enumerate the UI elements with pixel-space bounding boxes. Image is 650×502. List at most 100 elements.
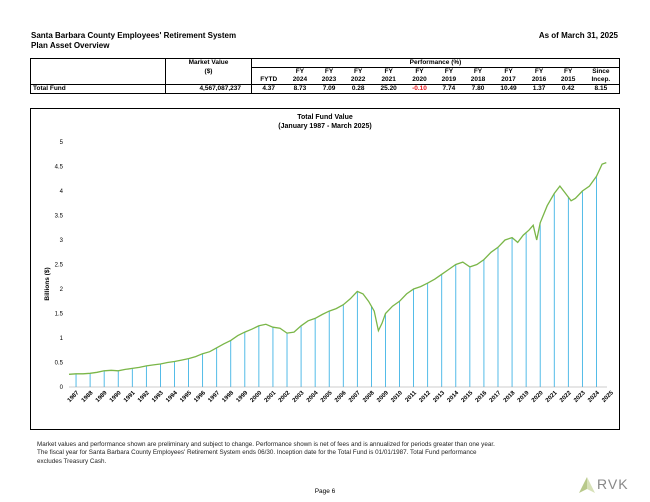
- col-top-1: FY: [295, 68, 305, 75]
- mv-header-top: Market Value: [164, 58, 252, 68]
- x-tick-label: 2023: [573, 390, 587, 404]
- y-axis-label: Billions ($): [44, 267, 51, 300]
- col-top-2: FY: [324, 68, 334, 75]
- x-tick-label: 2004: [306, 390, 320, 404]
- col-top-7: FY: [473, 68, 483, 75]
- x-tick-label: 2011: [405, 390, 419, 404]
- perf-header: Performance (%): [251, 58, 620, 68]
- col-top-5: FY: [415, 68, 424, 75]
- total-fund-value-chart: Total Fund Value (January 1987 - March 2…: [44, 114, 616, 404]
- x-tick-label: 2022: [559, 390, 573, 404]
- x-tick-label: 1997: [207, 390, 221, 404]
- x-tick-label: 2012: [418, 390, 432, 404]
- table-corner: [31, 59, 166, 68]
- x-tick-label: 2008: [362, 390, 376, 404]
- x-tick-label: 2005: [320, 390, 334, 404]
- x-tick-label: 1994: [165, 390, 179, 404]
- x-tick-label: 2017: [489, 390, 503, 404]
- x-tick-label: 1990: [109, 390, 123, 404]
- col-bottom-5: 2020: [412, 76, 427, 83]
- chart-title: Total Fund Value: [297, 114, 353, 121]
- col-bottom-3: 2022: [350, 76, 366, 83]
- y-tick-label: 5: [60, 140, 64, 146]
- x-tick-label: 2016: [475, 390, 489, 404]
- logo-text: RVK: [597, 476, 629, 492]
- x-tick-label: 2001: [264, 390, 278, 404]
- col-bottom-11: Incep.: [591, 76, 611, 83]
- col-bottom-9: 2016: [531, 76, 547, 83]
- x-tick-label: 2020: [531, 390, 545, 404]
- series-line: [68, 161, 607, 375]
- x-tick-label: 2019: [517, 390, 531, 404]
- row-value: 7.09: [314, 84, 344, 94]
- row-value: 25.20: [372, 84, 405, 94]
- x-tick-label: 1992: [137, 390, 151, 404]
- row-value: 7.80: [463, 84, 493, 94]
- row-value: 1.37: [524, 84, 554, 94]
- x-ticks: 1987 1988 1989 1990 1991 1992 1993 1994 1995 1996…: [67, 390, 616, 404]
- col-bottom-4: 2021: [381, 76, 396, 83]
- perf-header-row-2: ($) FY FY FY FY FY FY FY FY FY FY Since: [31, 67, 620, 77]
- x-tick-label: 1995: [179, 390, 193, 404]
- col-bottom-6: 2019: [441, 76, 457, 83]
- chart-panel: Total Fund Value (January 1987 - March 2…: [30, 108, 620, 430]
- x-tick-label: 2009: [376, 390, 390, 404]
- row-value: 8.15: [582, 84, 620, 94]
- x-tick-label: 2021: [545, 390, 559, 404]
- table-row: Total Fund 4,567,087,237 4.37 8.73 7.09 …: [30, 84, 620, 94]
- x-tick-label: 2014: [447, 390, 461, 404]
- x-tick-label: 2006: [334, 390, 348, 404]
- y-tick-label: 1: [60, 336, 64, 342]
- row-market-value: 4,567,087,237: [164, 84, 252, 94]
- row-value: 4.37: [251, 84, 286, 94]
- row-value-negative: -0.10: [404, 84, 435, 94]
- col-bottom-7: 2018: [470, 76, 486, 83]
- x-tick-label: 1989: [95, 390, 109, 404]
- col-bottom-0: FYTD: [251, 76, 286, 85]
- table-spacer: [31, 76, 166, 85]
- y-tick-label: 2.5: [55, 263, 64, 269]
- as-of-date: As of March 31, 2025: [538, 31, 618, 40]
- footnote-line: excludes Treasury Cash.: [37, 457, 107, 465]
- report-org-title: Santa Barbara County Employees' Retireme…: [31, 31, 237, 40]
- x-tick-label: 2010: [390, 390, 404, 404]
- y-tick-label: 2: [60, 287, 64, 293]
- y-tick-label: 4: [60, 189, 64, 195]
- mv-header-bottom: ($): [164, 67, 252, 76]
- perf-header-row-1: Market Value Performance (%): [31, 58, 620, 68]
- report-subtitle: Plan Asset Overview: [31, 41, 110, 50]
- x-tick-label: 2013: [432, 390, 446, 404]
- y-tick-label: 0.5: [55, 361, 64, 367]
- row-value: 7.74: [434, 84, 464, 94]
- x-tick-label: 1993: [151, 390, 165, 404]
- col-top-8: FY: [504, 68, 513, 75]
- col-bottom-10: 2015: [560, 76, 576, 83]
- footnote-line: Market values and performance shown are …: [37, 441, 495, 448]
- col-top-0: [251, 67, 286, 76]
- col-top-6: FY: [444, 68, 454, 75]
- y-tick-label: 1.5: [55, 312, 64, 318]
- table-spacer: [31, 68, 166, 77]
- y-tick-label: 3: [60, 238, 64, 244]
- x-tick-label: 1998: [221, 390, 235, 404]
- x-tick-label: 2000: [250, 390, 264, 404]
- col-top-10: FY: [564, 68, 573, 75]
- col-top-11: Since: [592, 68, 610, 75]
- y-ticks: 0 0.5 1 1.5 2 2.5 3 3.5 4 4.5 5: [55, 140, 64, 391]
- footnote: Market values and performance shown are …: [37, 441, 597, 466]
- x-tick-label: 2015: [461, 390, 475, 404]
- perf-header-row-3: FYTD 2024 2023 2022 2021 2020 2019 2018 …: [31, 76, 620, 85]
- x-tick-label: 2007: [348, 390, 362, 404]
- col-top-9: FY: [534, 68, 544, 75]
- x-tick-label: 1991: [123, 390, 137, 404]
- y-tick-label: 0: [60, 385, 64, 391]
- x-tick-label: 1999: [236, 390, 250, 404]
- rvk-logo-icon: [579, 477, 595, 493]
- x-tick-label: 1987: [67, 390, 81, 404]
- row-value: 0.28: [343, 84, 373, 94]
- performance-table: Market Value Performance (%) ($) FY FY F…: [30, 58, 620, 94]
- row-value: 8.73: [285, 84, 315, 94]
- x-tick-label: 1988: [81, 390, 95, 404]
- col-bottom-8: 2017: [501, 76, 516, 83]
- row-value: 10.49: [492, 84, 525, 94]
